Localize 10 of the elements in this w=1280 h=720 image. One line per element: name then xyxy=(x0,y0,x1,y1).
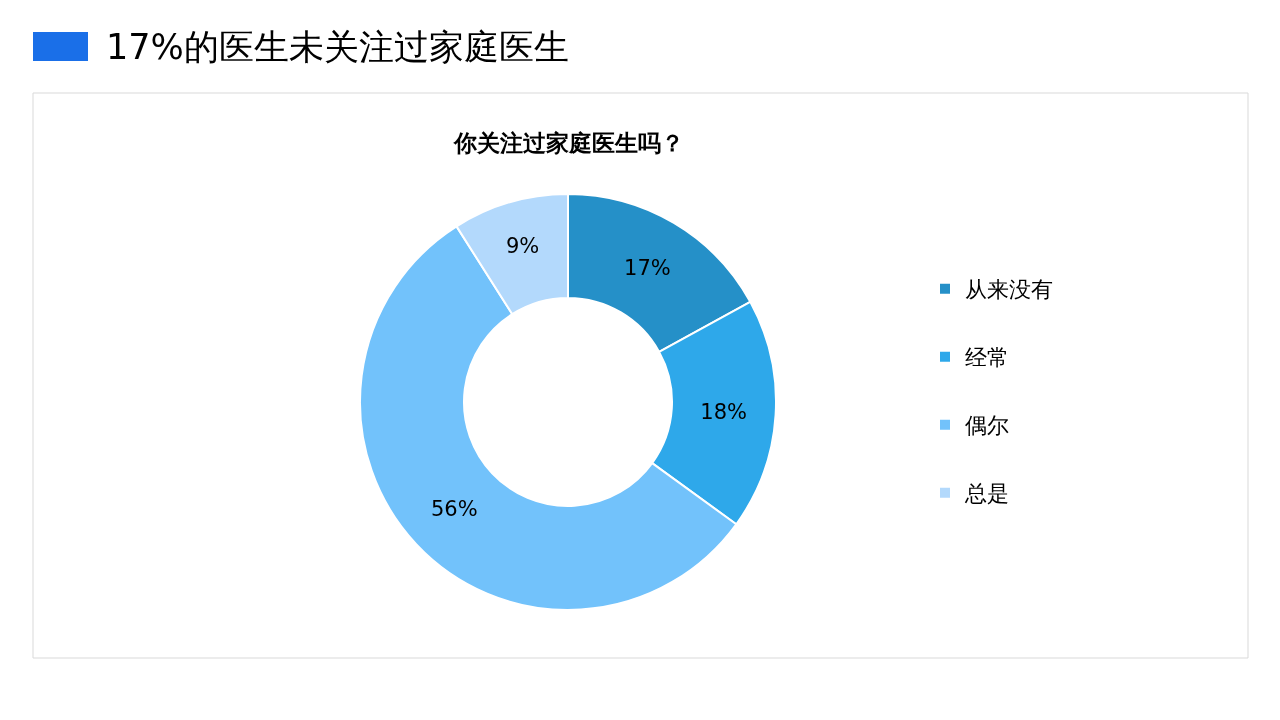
legend-label: 总是 xyxy=(964,481,1009,507)
data-label: 17% xyxy=(624,255,671,280)
legend-label: 经常 xyxy=(965,345,1009,371)
data-label: 56% xyxy=(430,496,478,521)
data-label: 18% xyxy=(700,399,748,424)
legend-label: 偶尔 xyxy=(965,413,1009,439)
chart-title: 17%的医生未关注过家庭医生 xyxy=(106,27,569,68)
legend-label: 从来没有 xyxy=(965,277,1053,303)
data-label: 9% xyxy=(505,233,540,258)
chart-subtitle: 你关注过家庭医生吗？ xyxy=(453,130,684,156)
